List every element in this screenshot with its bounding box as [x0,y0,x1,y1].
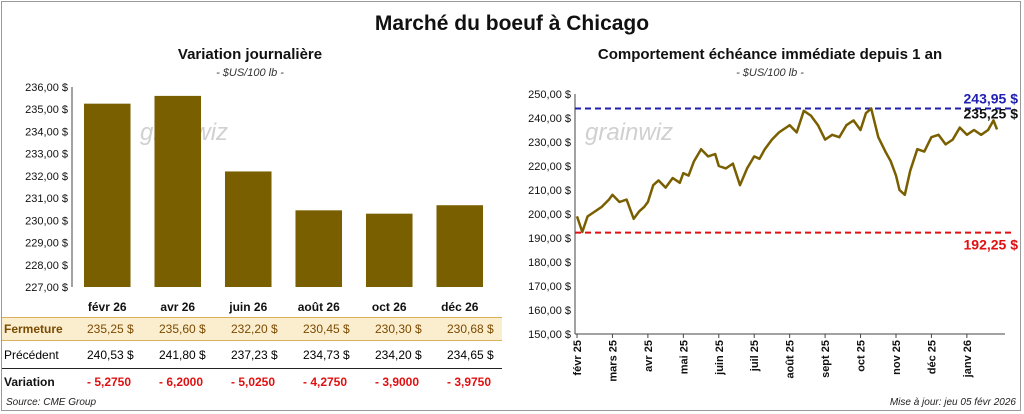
variation-row-label: Variation [4,375,55,389]
table-divider [2,368,502,369]
y-tick-label: 235,00 $ [25,104,68,116]
previous-cell: 234,73 $ [303,348,350,362]
previous-cell: 237,23 $ [231,348,278,362]
x-tick-label: déc 25 [926,340,938,374]
source-note: Source: CME Group [6,397,97,408]
variation-cell: - 5,2750 [87,375,132,389]
y-tick-label: 228,00 $ [25,260,68,272]
bar-chart: grainwiz227,00 $228,00 $229,00 $230,00 $… [25,82,484,314]
x-tick-label: juin 26 [228,300,267,314]
x-tick-label: mars 25 [607,340,619,382]
page-title: Marché du boeuf à Chicago [374,12,650,35]
variation-cell: - 5,0250 [231,375,276,389]
bar [224,171,272,287]
x-tick-label: oct 26 [372,300,407,314]
close-cell: 235,60 $ [159,322,206,336]
y-tick-label: 236,00 $ [25,82,68,94]
watermark: grainwiz [585,119,673,146]
x-tick-label: avr 25 [643,340,655,372]
y-tick-label: 220,00 $ [528,161,571,173]
previous-row: Précédent 240,53 $ 241,80 $ 237,23 $ 234… [2,344,502,366]
variation-cell: - 6,2000 [159,375,204,389]
x-tick-label: juil 25 [749,340,761,372]
max-label: 243,95 $ [964,91,1019,107]
last-price-label: 235,25 $ [964,106,1019,122]
close-row-label: Fermeture [4,322,63,336]
bar [154,95,202,287]
left-chart-title: Variation journalière [177,46,323,63]
y-tick-label: 150,00 $ [528,329,571,341]
bar [83,103,131,288]
x-tick-label: mai 25 [678,340,690,374]
y-tick-label: 170,00 $ [528,281,571,293]
variation-cell: - 3,9000 [375,375,420,389]
right-chart-unit: - $US/100 lb - [736,67,804,79]
x-tick-label: oct 25 [856,340,868,372]
x-tick-label: août 26 [298,300,340,314]
previous-cell: 234,65 $ [447,348,494,362]
x-tick-label: févr 26 [88,300,127,314]
close-cell: 230,68 $ [447,322,494,336]
y-tick-label: 250,00 $ [528,89,571,101]
y-tick-label: 232,00 $ [25,171,68,183]
bar [295,210,343,287]
bar [436,205,484,287]
y-tick-label: 227,00 $ [25,282,68,294]
close-cell: 230,30 $ [375,322,422,336]
x-tick-label: déc 26 [441,300,479,314]
variation-cell: - 3,9750 [447,375,492,389]
line-chart: grainwiz 150,00 $ 160,00 $ 170,00 $ 180,00 $… [528,89,1019,382]
close-row: Fermeture 235,25 $ 235,60 $ 232,20 $ 230… [2,317,502,341]
y-tick-label: 233,00 $ [25,149,68,161]
bar [365,213,413,287]
y-tick-label: 229,00 $ [25,238,68,250]
update-note: Mise à jour: jeu 05 févr 2026 [889,397,1016,408]
y-tick-label: 231,00 $ [25,193,68,205]
right-chart-title: Comportement échéance immédiate depuis 1… [597,46,943,63]
min-label: 192,25 $ [964,237,1019,253]
y-tick-label: 234,00 $ [25,126,68,138]
y-tick-label: 240,00 $ [528,113,571,125]
y-tick-label: 180,00 $ [528,257,571,269]
price-series-line [575,107,999,234]
x-tick-label: juin 25 [714,340,726,376]
previous-cell: 234,20 $ [375,348,422,362]
close-cell: 232,20 $ [231,322,278,336]
close-cell: 235,25 $ [87,322,134,336]
y-tick-label: 200,00 $ [528,209,571,221]
x-tick-label: févr 25 [572,340,584,375]
close-cell: 230,45 $ [303,322,350,336]
y-tick-label: 190,00 $ [528,233,571,245]
x-tick-label: nov 25 [891,340,903,375]
y-tick-label: 230,00 $ [25,215,68,227]
variation-row: Variation - 5,2750 - 6,2000 - 5,0250 - 4… [2,371,502,393]
previous-cell: 241,80 $ [159,348,206,362]
x-tick-label: sept 25 [820,340,832,378]
previous-cell: 240,53 $ [87,348,134,362]
left-chart-unit: - $US/100 lb - [216,67,284,79]
y-tick-label: 160,00 $ [528,305,571,317]
previous-row-label: Précédent [4,348,59,362]
y-tick-label: 230,00 $ [528,137,571,149]
x-tick-label: janv 26 [962,340,974,378]
x-tick-label: août 25 [785,340,797,379]
variation-cell: - 4,2750 [303,375,348,389]
y-tick-label: 210,00 $ [528,185,571,197]
x-tick-label: avr 26 [160,300,195,314]
